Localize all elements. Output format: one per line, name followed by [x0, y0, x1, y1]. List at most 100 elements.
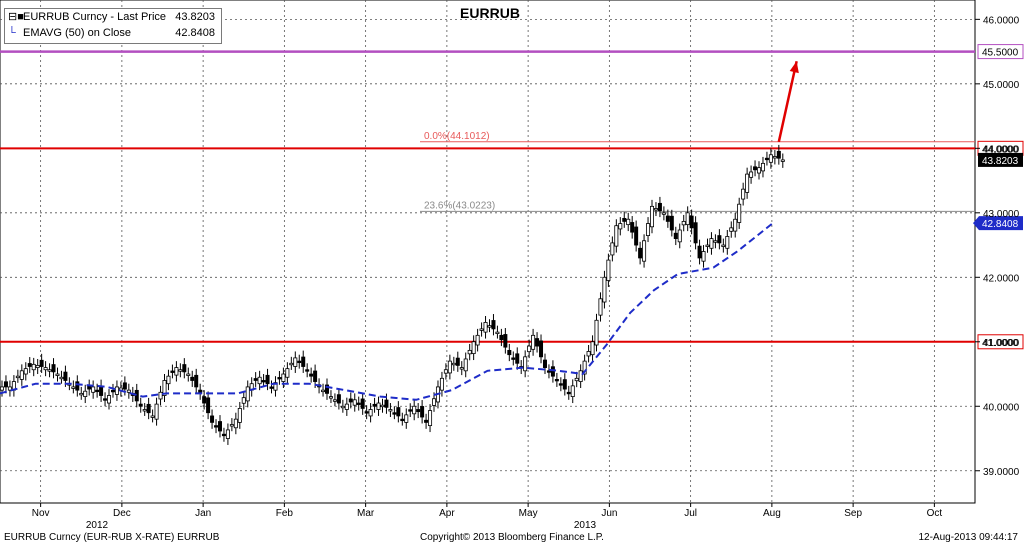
- candle-body: [697, 245, 702, 259]
- x-tick-label: Jun: [601, 508, 617, 519]
- legend-value-price: 43.8203: [175, 11, 215, 23]
- candle-body: [463, 358, 468, 372]
- candle-body: [760, 162, 765, 172]
- candle-body: [83, 390, 88, 397]
- candle-body: [689, 215, 694, 229]
- candle-body: [273, 382, 278, 391]
- candle-body: [618, 223, 623, 230]
- candle-body: [733, 218, 738, 232]
- candle-body: [269, 386, 274, 389]
- candle-body: [277, 377, 282, 380]
- x-tick-label: Oct: [927, 508, 943, 519]
- candle-body: [602, 276, 607, 303]
- candle-body: [416, 409, 421, 413]
- candle-body: [542, 359, 547, 368]
- candle-body: [3, 381, 8, 388]
- candle-body: [150, 415, 155, 418]
- y-tick-label: 39.0000: [983, 467, 1020, 478]
- candle-body: [594, 319, 599, 346]
- plot-frame: [0, 0, 976, 504]
- x-tick-label: Sep: [844, 508, 862, 519]
- x-year-label: 2012: [86, 520, 109, 531]
- candle-body: [681, 221, 686, 226]
- candle-body: [499, 334, 504, 341]
- candle-body: [404, 414, 409, 423]
- candle-body: [99, 385, 104, 396]
- candle-body: [388, 409, 393, 412]
- legend-value-ema: 42.8408: [175, 27, 215, 39]
- candle-body: [344, 403, 349, 410]
- candle-body: [574, 377, 579, 382]
- y-tick-label: 40.0000: [983, 402, 1020, 413]
- legend-label-price: EURRUB Curncy - Last Price: [23, 11, 167, 23]
- level-label: 45.5000: [982, 48, 1019, 59]
- candle-body: [721, 244, 726, 247]
- candle-body: [428, 410, 433, 427]
- chart-title: EURRUB: [460, 5, 520, 21]
- candle-body: [39, 359, 44, 367]
- fib-label: 23.6%(43.0223): [424, 200, 495, 211]
- candle-body: [669, 215, 674, 231]
- candle-body: [15, 375, 20, 379]
- candle-body: [154, 403, 159, 420]
- ema-badge: [973, 216, 1023, 231]
- candle-body: [332, 399, 337, 402]
- candle-body: [467, 349, 472, 355]
- candle-body: [638, 247, 643, 259]
- candle-body: [439, 377, 444, 391]
- candle-body: [741, 188, 746, 200]
- candle-body: [539, 340, 544, 358]
- candle-body: [737, 203, 742, 223]
- candle-body: [47, 369, 52, 372]
- ema-line-icon: └: [8, 27, 16, 39]
- y-tick-label: 45.0000: [983, 80, 1020, 91]
- candle-body: [376, 402, 381, 410]
- candle-body: [23, 368, 28, 375]
- candle-body: [309, 373, 314, 377]
- candle-body: [313, 370, 318, 382]
- candle-body: [768, 154, 773, 163]
- candle-body: [190, 376, 195, 381]
- y-tick-label: 44.0000: [983, 144, 1020, 155]
- candle-body: [729, 227, 734, 232]
- y-tick-label: 43.0000: [983, 209, 1020, 220]
- arrow-shaft: [777, 60, 798, 143]
- candle-body: [451, 362, 456, 366]
- candle-body: [87, 385, 92, 390]
- candle-body: [531, 334, 536, 350]
- grid: [0, 0, 976, 504]
- candle-body: [650, 205, 655, 228]
- candle-body: [491, 320, 496, 330]
- candle-body: [646, 223, 651, 236]
- price-series: 43.8203: [0, 144, 1023, 445]
- candle-body: [35, 365, 40, 368]
- candle-body: [392, 412, 397, 415]
- candle-body: [305, 369, 310, 372]
- candle-body: [27, 363, 32, 367]
- candle-body: [757, 167, 762, 174]
- candle-body: [586, 351, 591, 357]
- x-tick-label: Feb: [276, 508, 294, 519]
- candle-body: [225, 429, 230, 439]
- x-tick-label: Jan: [195, 508, 211, 519]
- x-tick-label: Jul: [684, 508, 697, 519]
- footer-source: EURRUB Curncy (EUR-RUB X-RATE) EURRUB: [4, 532, 220, 543]
- candle-body: [665, 215, 670, 222]
- level-label: 41.0000: [982, 338, 1019, 349]
- candle-body: [693, 222, 698, 244]
- y-tick-label: 42.0000: [983, 273, 1020, 284]
- candle-body: [59, 376, 64, 380]
- candle-body: [293, 357, 298, 367]
- candle-body: [653, 208, 658, 211]
- candle-body: [713, 240, 718, 243]
- candle-body: [705, 244, 710, 247]
- candle-body: [233, 418, 238, 429]
- candle-body: [384, 399, 389, 408]
- candle-body: [352, 399, 357, 406]
- ema-line: [0, 222, 774, 401]
- candle-body: [110, 389, 115, 393]
- candle-body: [51, 364, 56, 373]
- candle-body: [443, 369, 448, 374]
- candle-body: [324, 384, 329, 394]
- candle-body: [764, 157, 769, 161]
